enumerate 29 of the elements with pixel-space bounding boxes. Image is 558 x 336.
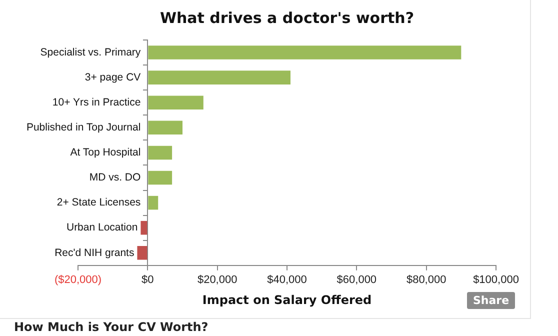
bar bbox=[148, 46, 462, 60]
bar bbox=[148, 170, 172, 185]
x-tick-label: $60,000 bbox=[336, 274, 377, 286]
bar bbox=[140, 220, 148, 235]
y-tick-label: 3+ page CV bbox=[84, 71, 141, 84]
y-tick-label: Specialist vs. Primary bbox=[40, 46, 142, 58]
chart-title: What drives a doctor's worth? bbox=[160, 8, 414, 27]
share-button: Share bbox=[467, 292, 515, 309]
bar bbox=[148, 196, 158, 210]
y-tick-label: Published in Top Journal bbox=[26, 122, 141, 134]
x-tick-label: $40,000 bbox=[267, 274, 307, 286]
x-tick-label: $100,000 bbox=[473, 274, 519, 286]
x-axis-title: Impact on Salary Offered bbox=[202, 292, 372, 307]
y-tick-label: 2+ State Licenses bbox=[56, 196, 141, 209]
y-tick-label: 10+ Yrs in Practice bbox=[52, 96, 141, 108]
y-tick-label: Urban Location bbox=[66, 222, 138, 234]
y-tick-label: Rec'd NIH grants bbox=[54, 246, 134, 259]
y-tick-label: At Top Hospital bbox=[70, 146, 141, 159]
x-tick-label: ($20,000) bbox=[54, 274, 102, 286]
x-tick-label: $20,000 bbox=[197, 274, 238, 286]
x-tick-label: $0 bbox=[142, 274, 154, 286]
bar bbox=[148, 96, 204, 110]
bar bbox=[148, 120, 182, 135]
bar bbox=[148, 70, 290, 84]
x-tick-label: $80,000 bbox=[406, 274, 446, 286]
bar bbox=[148, 146, 172, 160]
text: How Much is Your CV Worth? bbox=[14, 320, 208, 334]
y-tick-label: MD vs. DO bbox=[89, 172, 141, 184]
bar bbox=[137, 246, 148, 260]
